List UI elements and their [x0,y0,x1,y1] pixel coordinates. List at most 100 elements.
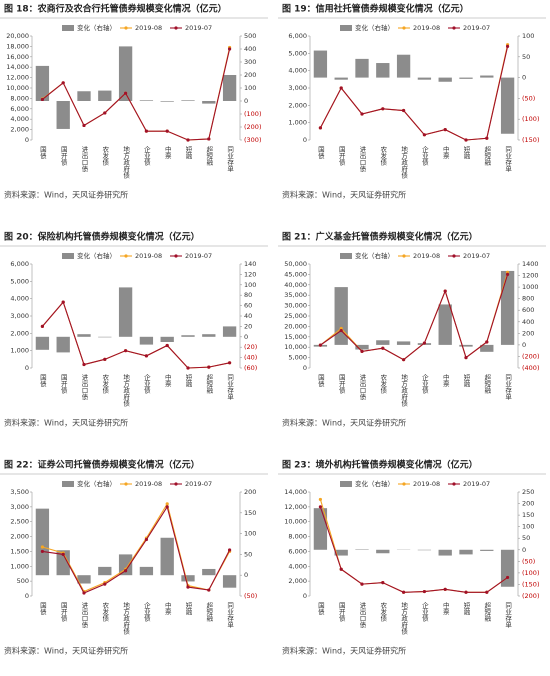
source: 资料来源：Wind，天风证券研究所 [4,418,128,428]
line-marker [144,537,148,542]
legend-swatch [452,482,456,486]
x-tick-label: 国开债 [59,602,67,623]
y-tick-label: 0 [25,592,29,600]
y2-tick-label: 150 [244,509,256,517]
line-marker [360,112,364,116]
source: 资料来源：Wind，天风证券研究所 [282,190,406,200]
legend-swatch [402,482,406,486]
line [42,47,231,141]
y-tick-label: 1,000 [10,562,29,570]
y-tick-label: 6,000 [288,547,307,555]
source: 资料来源：Wind，天风证券研究所 [282,646,406,656]
line-marker [103,357,107,361]
y2-tick-label: 300 [244,58,256,66]
y2-tick-label: 400 [522,318,534,326]
bar [222,75,237,101]
line-marker [124,349,128,353]
x-tick-label: 进出口债 [358,374,366,402]
line-marker [144,354,148,358]
x-tick-label: 短融 [184,601,192,617]
line [41,301,230,369]
y2-tick-label: 50 [244,550,252,558]
line-marker [228,361,232,365]
chart-title: 图 20：保险机构托管债券规模变化情况（亿元） [4,231,200,243]
bar [222,326,237,337]
y2-tick-label: 40 [244,312,252,320]
y-tick-label: 4,000 [288,562,307,570]
x-tick-label: 超短融 [205,373,213,395]
y2-tick-label: (100) [244,110,261,118]
line [319,46,509,141]
chart-title: 图 23：境外机构托管债券规模变化情况（亿元） [282,459,478,471]
line-marker [318,126,322,130]
x-tick-label: 国债 [38,374,46,389]
x-tick-label: 超短融 [483,145,491,167]
line-marker [339,328,343,333]
bar [500,77,515,134]
line-marker [506,575,510,580]
line-marker [40,97,45,102]
bar [396,54,411,78]
x-tick-label: 地方政府债 [400,373,408,408]
bar [181,335,195,337]
legend-label: 2019-08 [413,24,440,32]
y-tick-label: 0 [25,136,29,144]
y2-tick-label: 0 [244,97,248,105]
x-tick-label: 进出口债 [358,602,366,630]
bar [35,508,50,576]
y2-tick-label: 0 [522,74,526,82]
bar [438,549,452,556]
legend-swatch [340,253,352,259]
y-tick-label: 2,000 [10,329,29,337]
legend-swatch [340,25,352,31]
x-tick-label: 进出口债 [80,146,88,174]
line-marker [443,289,447,293]
y-tick-label: 2,000 [288,101,307,109]
x-tick-label: 短融 [462,373,470,389]
y-tick-label: 25,000 [284,312,307,320]
x-tick-label: 企业债 [420,145,428,167]
line-marker [103,582,107,586]
line-marker [422,133,426,137]
y-tick-label: 6,000 [10,105,29,113]
line-marker [318,505,322,509]
line-marker [165,502,169,506]
y-tick-label: 4,000 [10,115,29,123]
x-tick-label: 同业存单 [226,146,234,174]
line-marker [165,343,169,348]
line-marker [61,81,65,85]
y2-tick-label: 20 [244,322,252,330]
x-tick-label: 短融 [184,145,192,161]
x-tick-label: 超短融 [205,601,213,623]
bar [160,336,174,342]
line [42,502,231,593]
line-marker [464,138,468,142]
line-marker [381,581,385,585]
x-tick-label: 农发债 [101,373,109,395]
x-tick-label: 地方政府债 [122,373,130,408]
line-marker [40,549,45,554]
legend-swatch [402,254,406,258]
x-tick-label: 国债 [316,146,324,161]
legend-label: 变化（右轴） [77,23,116,32]
y-tick-label: 14,000 [6,63,29,71]
line-marker [402,590,406,594]
y2-tick-label: 100 [522,32,534,40]
y2-tick-label: 140 [244,260,256,268]
y-tick-label: 12,000 [284,503,307,511]
y-tick-label: 5,000 [288,354,307,362]
x-tick-label: 地方政府债 [400,145,408,180]
legend-label: 2019-07 [185,24,212,32]
y-tick-label: 2,000 [10,126,29,134]
y2-tick-label: (300) [244,136,261,144]
line-marker [40,324,45,328]
bar [480,75,494,78]
y2-tick-label: 200 [522,500,534,508]
x-tick-label: 企业债 [420,601,428,623]
x-tick-label: 中票 [441,601,449,616]
bar [77,91,91,101]
x-tick-label: 进出口债 [358,146,366,174]
legend-label: 2019-07 [463,24,490,32]
bar [139,336,154,345]
